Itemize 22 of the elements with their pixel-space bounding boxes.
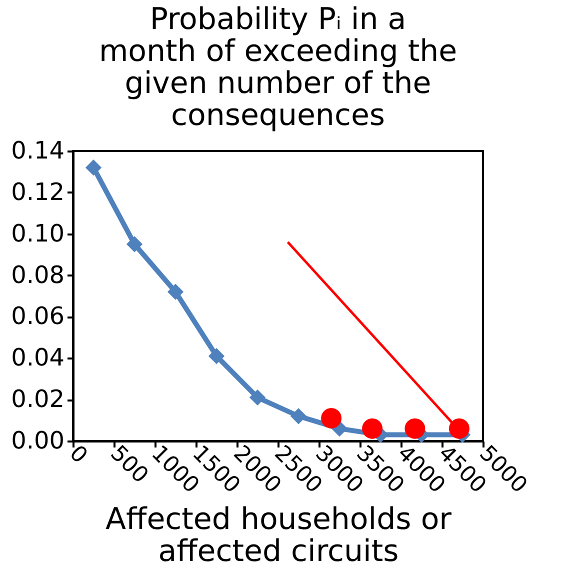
y-tick-label: 0.10 xyxy=(11,219,64,248)
x-tick-label: 500 xyxy=(105,441,153,488)
y-tick-label: 0.02 xyxy=(11,385,64,414)
point xyxy=(126,236,143,252)
point xyxy=(290,408,307,424)
point xyxy=(448,418,470,439)
y-tick-label: 0.04 xyxy=(11,344,64,372)
point xyxy=(362,418,383,439)
point xyxy=(208,348,225,364)
chart-title: Probability Pᵢ in a month of exceeding the given number of the consequences xyxy=(98,2,458,133)
point xyxy=(85,160,102,176)
point xyxy=(404,418,426,439)
x-tick-label: 0 xyxy=(64,441,92,469)
y-tick-label: 0.14 xyxy=(11,136,64,164)
point xyxy=(321,408,342,428)
y-tick-label: 0.00 xyxy=(11,426,64,454)
y-tick-label: 0.12 xyxy=(11,178,64,206)
point xyxy=(249,389,266,406)
point xyxy=(167,284,184,300)
y-tick-label: 0.06 xyxy=(11,302,64,330)
y-tick-label: 0.08 xyxy=(11,260,64,289)
x-axis-title: Affected households or affected circuits xyxy=(105,502,452,569)
